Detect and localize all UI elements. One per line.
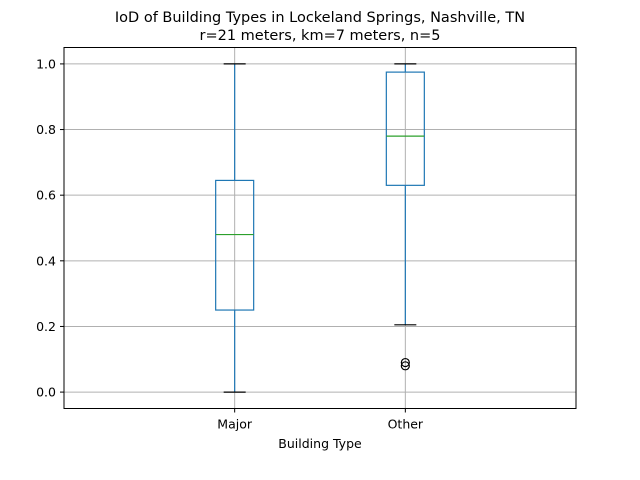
- plot-frame: [63, 47, 577, 409]
- y-tick-label: 0.0: [36, 385, 56, 400]
- y-tick-label: 0.8: [36, 122, 56, 137]
- x-tick-label-major: Major: [217, 417, 253, 432]
- y-tick-label: 0.4: [36, 253, 56, 268]
- marks-layer: [215, 63, 425, 393]
- outlier-point-other: [400, 361, 410, 371]
- chart-subtitle: r=21 meters, km=7 meters, n=5: [199, 28, 440, 44]
- x-axis-label: Building Type: [278, 436, 362, 451]
- box-major: [215, 179, 255, 311]
- ticks-layer: 0.0 0.2 0.4 0.6 0.8 1.0 Major Other: [36, 56, 424, 431]
- y-tick-label: 0.6: [36, 188, 56, 203]
- y-tick-label: 0.2: [36, 319, 56, 334]
- outlier-point-other: [400, 357, 410, 368]
- box-other: [385, 71, 425, 186]
- grid-layer: [64, 47, 576, 409]
- chart-title: IoD of Building Types in Lockeland Sprin…: [115, 10, 525, 26]
- x-tick-label-other: Other: [388, 417, 424, 432]
- y-tick-label: 1.0: [36, 56, 56, 71]
